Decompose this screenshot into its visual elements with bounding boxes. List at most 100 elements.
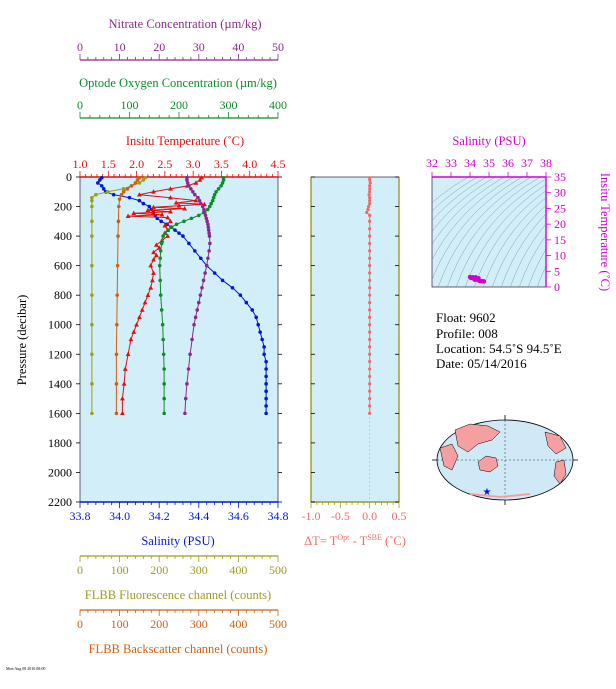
temperature-data-point: [151, 189, 156, 194]
temperature-tick-label: 4.0: [242, 157, 257, 171]
salinity-tick-label: 34.8: [268, 509, 289, 523]
delta-t-data-point: [368, 190, 372, 194]
nitrate-data-point: [196, 195, 200, 200]
fluorescence-data-point: [137, 181, 142, 185]
delta-t-tick-label: 0.0: [362, 509, 377, 523]
delta-t-axes: -1.0 -0.5 0.0 0.5: [302, 176, 407, 523]
temperature-data-point: [182, 206, 188, 211]
salinity-data-point: [137, 198, 142, 203]
pressure-tick-label: 400: [54, 229, 72, 243]
delta-t-tick-label: -0.5: [331, 509, 350, 523]
ts-y-tick-label: 0: [554, 280, 560, 294]
temperature-tick-label: 1.0: [73, 157, 88, 171]
nitrate-data-point: [202, 210, 207, 215]
salinity-data-point: [173, 228, 177, 232]
temperature-data-point: [128, 336, 134, 342]
nitrate-data-point: [185, 178, 189, 182]
salinity-data-point: [264, 404, 268, 408]
oxygen-data-point: [159, 308, 164, 312]
delta-t-data-point: [368, 374, 372, 379]
backscatter-tick-label: 100: [111, 617, 129, 631]
oxygen-data-point: [174, 222, 179, 227]
salinity-data-point: [256, 322, 261, 327]
oxygen-data-point: [216, 187, 221, 191]
ts-x-tick-label: 35: [483, 156, 495, 170]
backscatter-data-point: [116, 234, 120, 238]
temperature-data-point: [173, 200, 179, 205]
temperature-data-point: [121, 381, 127, 386]
ts-y-tick-label: 10: [554, 249, 566, 263]
nitrate-tick-label: 10: [114, 40, 126, 54]
delta-t-data-point: [366, 204, 371, 209]
nitrate-data-point: [183, 396, 188, 401]
temperature-tick-label: 3.0: [186, 157, 201, 171]
nitrate-data-point: [198, 201, 203, 206]
nitrate-data-point: [206, 222, 210, 227]
temperature-data-point: [151, 257, 156, 262]
backscatter-data-point: [115, 322, 119, 327]
pressure-tick-label: 800: [54, 288, 72, 302]
delta-t-label-sup1: Opt: [337, 533, 350, 542]
salinity-data-point: [258, 330, 262, 334]
salinity-tick-label: 34.6: [228, 509, 249, 523]
ts-plot-area: [431, 176, 547, 288]
ts-density-contour: [519, 235, 546, 287]
oxygen-tick-label: 400: [269, 98, 287, 112]
salinity-data-point: [264, 411, 268, 416]
delta-t-data-point: [368, 286, 372, 290]
fluorescence-data-point: [90, 411, 94, 416]
oxygen-tick-label: 100: [121, 98, 139, 112]
ts-density-contour: [537, 265, 546, 287]
delta-t-data-point: [368, 278, 372, 283]
oxygen-data-point: [211, 195, 216, 200]
nitrate-data-point: [195, 308, 200, 312]
salinity-data-point: [198, 256, 203, 261]
ts-salinity-label: Salinity (PSU): [452, 134, 525, 148]
nitrate-data-point: [202, 207, 206, 212]
oxygen-data-point: [159, 241, 164, 246]
pressure-tick-label: 600: [54, 259, 72, 273]
nitrate-tick-label: 20: [153, 40, 165, 54]
ts-y-tick-label: 30: [554, 186, 566, 200]
temperature-tick-label: 3.5: [214, 157, 229, 171]
map-land-africa: [439, 443, 459, 471]
nitrate-data-point: [192, 322, 196, 327]
oxygen-data-point: [161, 234, 165, 238]
temperature-data-point: [120, 410, 125, 416]
delta-t-data-point: [368, 411, 372, 415]
delta-t-data-point: [368, 264, 372, 268]
delta-t-data-point: [368, 241, 372, 246]
temperature-data-point: [120, 395, 125, 401]
ts-y-tick-label: 20: [554, 217, 566, 231]
fluorescence-data-point: [90, 204, 94, 209]
oxygen-data-point: [209, 201, 213, 206]
temperature-tick-label: 2.5: [157, 157, 172, 171]
backscatter-data-point: [121, 189, 126, 194]
delta-t-data-point: [368, 360, 372, 364]
delta-t-data-point: [368, 249, 372, 253]
salinity-data-point: [127, 195, 132, 200]
fluorescence-data-point: [90, 263, 94, 268]
oxygen-data-point: [182, 219, 186, 224]
ts-density-contour: [510, 223, 546, 287]
ts-y-tick-label: 35: [554, 170, 566, 184]
temperature-data-point: [137, 314, 142, 320]
fluorescence-data-point: [90, 322, 94, 327]
temperature-data-point: [197, 177, 203, 182]
delta-t-series: [365, 176, 372, 415]
salinity-data-point: [187, 241, 191, 246]
fluorescence-tick-label: 500: [269, 563, 287, 577]
oxygen-data-point: [207, 204, 212, 209]
ts-density-contour: [465, 184, 546, 287]
delta-t-data-point: [368, 293, 372, 297]
nitrate-tick-label: 50: [272, 40, 284, 54]
float-id: Float: 9602: [436, 310, 496, 325]
delta-t-data-point: [368, 345, 372, 349]
pressure-tick-label: 0: [66, 170, 72, 184]
temperature-data-point: [150, 277, 155, 283]
fluorescence-data-point: [90, 198, 94, 203]
delta-t-label-part3: (˚C): [382, 534, 406, 548]
backscatter-data-point: [114, 352, 119, 357]
backscatter-tick-label: 300: [190, 617, 208, 631]
delta-t-data-point: [368, 227, 372, 231]
